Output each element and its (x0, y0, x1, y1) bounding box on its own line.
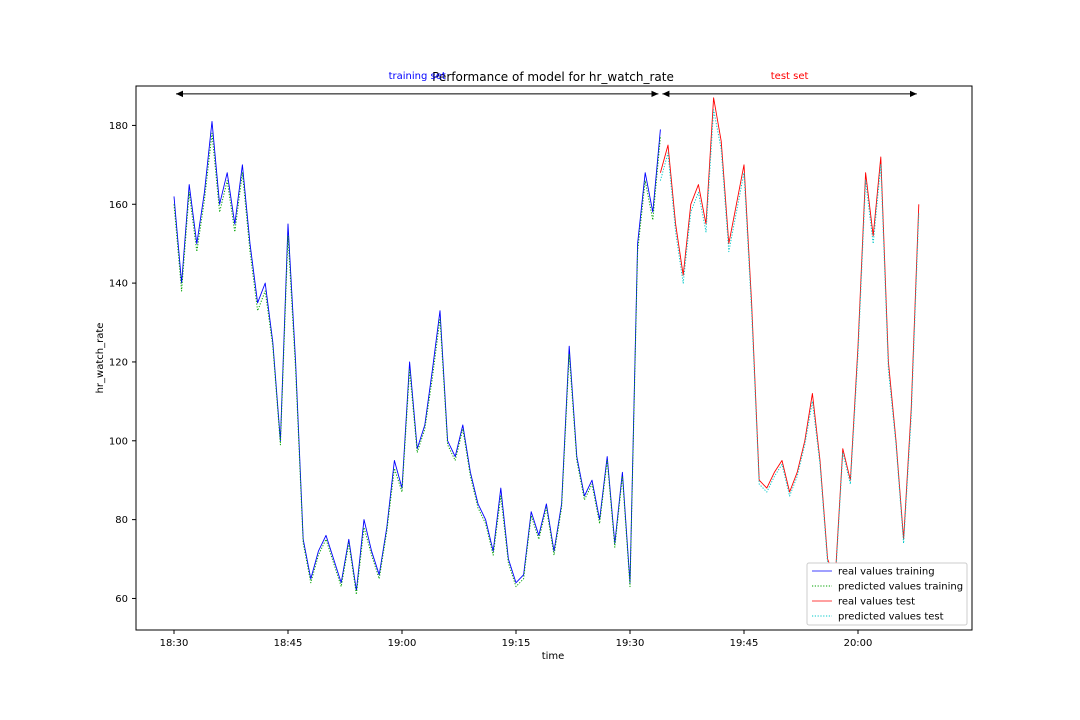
legend-box (806, 562, 968, 626)
x-tick-label: 19:15 (502, 638, 531, 649)
legend-label-predicted-test: predicted values test (838, 612, 944, 623)
series-real-training (173, 121, 661, 592)
span-label-0: training set (389, 71, 446, 82)
legend-label-real-test: real values test (838, 597, 915, 608)
series-real-test (659, 97, 920, 580)
x-tick-label: 18:30 (160, 638, 189, 649)
x-axis: 18:30 18:45 19:00 19:15 19:30 19:45 20:00 (160, 630, 873, 649)
annotation-layer: training set test set (176, 71, 917, 98)
y-tick-label: 180 (109, 121, 128, 132)
y-tick-label: 120 (109, 357, 128, 368)
legend-label-real-training: real values training (838, 567, 935, 578)
y-tick-label: 160 (109, 200, 128, 211)
plot-area (135, 85, 973, 631)
y-axis: 60 80 100 120 140 160 180 (109, 121, 136, 605)
series-predicted-test (659, 109, 920, 584)
x-tick-label: 20:00 (844, 638, 873, 649)
legend-label-predicted-training: predicted values training (838, 582, 963, 593)
y-tick-label: 140 (109, 279, 128, 290)
series-layer (173, 97, 920, 595)
y-tick-label: 60 (115, 594, 128, 605)
chart-title: Performance of model for hr_watch_rate (432, 70, 674, 84)
span-label-1: test set (771, 71, 809, 82)
x-tick-label: 19:30 (616, 638, 645, 649)
x-tick-label: 19:45 (730, 638, 759, 649)
x-axis-label: time (542, 651, 565, 662)
y-tick-label: 100 (109, 436, 128, 447)
y-tick-label: 80 (115, 515, 128, 526)
series-predicted-training (173, 132, 661, 595)
legend: real values training predicted values tr… (806, 562, 968, 626)
y-axis-label: hr_watch_rate (95, 323, 106, 394)
x-tick-label: 18:45 (274, 638, 303, 649)
x-tick-label: 19:00 (388, 638, 417, 649)
